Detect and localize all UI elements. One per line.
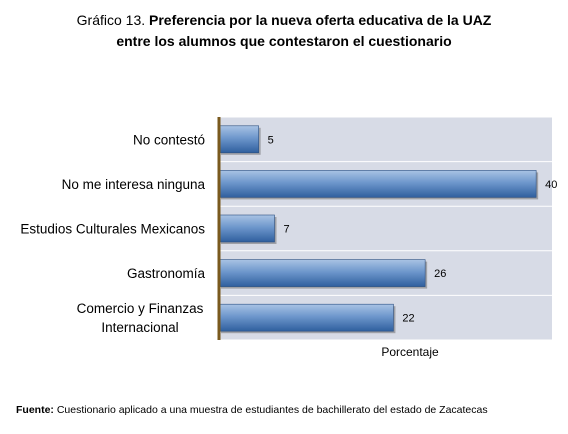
- data-label: 26: [434, 268, 446, 280]
- x-axis-label: Porcentaje: [381, 345, 439, 359]
- title-prefix: Gráfico 13.: [76, 12, 150, 28]
- bar: [218, 259, 426, 287]
- title-line-1: Preferencia por la nueva oferta educativ…: [149, 12, 492, 28]
- bar: [218, 170, 537, 198]
- source-label: Fuente:: [16, 404, 54, 416]
- title-line-2: entre los alumnos que contestaron el cue…: [116, 33, 452, 49]
- bar: [218, 125, 259, 154]
- source-note: Fuente: Cuestionario aplicado a una mues…: [16, 404, 488, 416]
- category-label: No contestó: [133, 132, 205, 147]
- bar: [218, 214, 275, 243]
- source-text: Cuestionario aplicado a una muestra de e…: [53, 404, 488, 416]
- data-label: 40: [545, 179, 557, 191]
- category-label: Estudios Culturales Mexicanos: [20, 222, 205, 237]
- data-label: 7: [284, 224, 290, 236]
- category-label: Comercio y Finanzas: [77, 301, 204, 316]
- category-label: Internacional: [101, 320, 178, 335]
- category-label: No me interesa ninguna: [62, 177, 206, 192]
- data-label: 22: [402, 313, 414, 325]
- category-label: Gastronomía: [127, 266, 206, 281]
- bar: [218, 303, 394, 332]
- chart-title: Gráfico 13. Preferencia por la nueva ofe…: [0, 10, 568, 52]
- data-label: 5: [268, 134, 274, 146]
- bar-chart: 5 No contestó 40 No me interesa ninguna 7 Est…: [20, 116, 557, 341]
